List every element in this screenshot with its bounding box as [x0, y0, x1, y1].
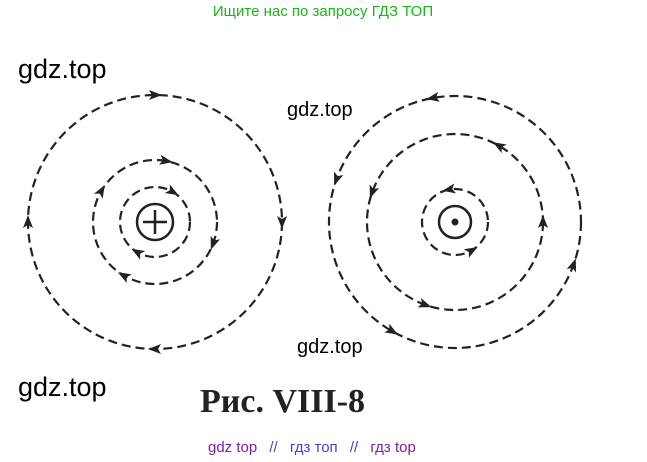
arrowhead	[333, 171, 344, 186]
arrowhead	[566, 258, 577, 273]
arrowhead	[384, 323, 399, 335]
arrowhead	[463, 247, 478, 258]
footer-part: гдз top	[370, 439, 415, 456]
figure-caption: Рис. VIII-8	[200, 383, 365, 420]
field-line	[91, 158, 219, 286]
arrowhead	[148, 344, 161, 354]
footer-part: //	[350, 439, 359, 456]
arrowhead	[426, 91, 440, 102]
positive-charge	[135, 202, 175, 242]
footer-part: гдз топ	[290, 439, 338, 456]
field-line	[420, 187, 490, 257]
arrowhead	[131, 248, 146, 260]
arrowhead	[164, 184, 179, 196]
footer-part: gdz top	[208, 439, 257, 456]
arrowhead	[492, 142, 507, 154]
watermark: gdz.top	[287, 99, 353, 121]
arrowhead	[149, 90, 162, 100]
arrowhead	[277, 216, 287, 229]
arrowhead	[369, 184, 380, 199]
arrowhead	[159, 154, 173, 165]
watermark: gdz.top	[18, 54, 107, 84]
current-dot-symbol	[437, 204, 473, 240]
current-dot	[451, 218, 459, 226]
header-text: Ищите нас по запросу ГДЗ ТОП	[213, 3, 433, 20]
watermark: gdz.top	[18, 372, 107, 402]
arrowhead	[417, 297, 432, 308]
arrowhead	[93, 184, 105, 199]
arrowhead	[23, 215, 33, 228]
field-diagram	[23, 90, 583, 354]
watermark: gdz.top	[297, 336, 363, 358]
arrowhead	[442, 183, 457, 194]
footer-part: //	[269, 439, 278, 456]
footer: gdz top // гдз топ // гдз top	[208, 439, 416, 456]
field-line	[118, 185, 192, 259]
arrowhead	[538, 215, 548, 228]
arrowhead	[117, 272, 132, 284]
arrowhead	[210, 235, 221, 250]
field-line	[327, 94, 583, 350]
